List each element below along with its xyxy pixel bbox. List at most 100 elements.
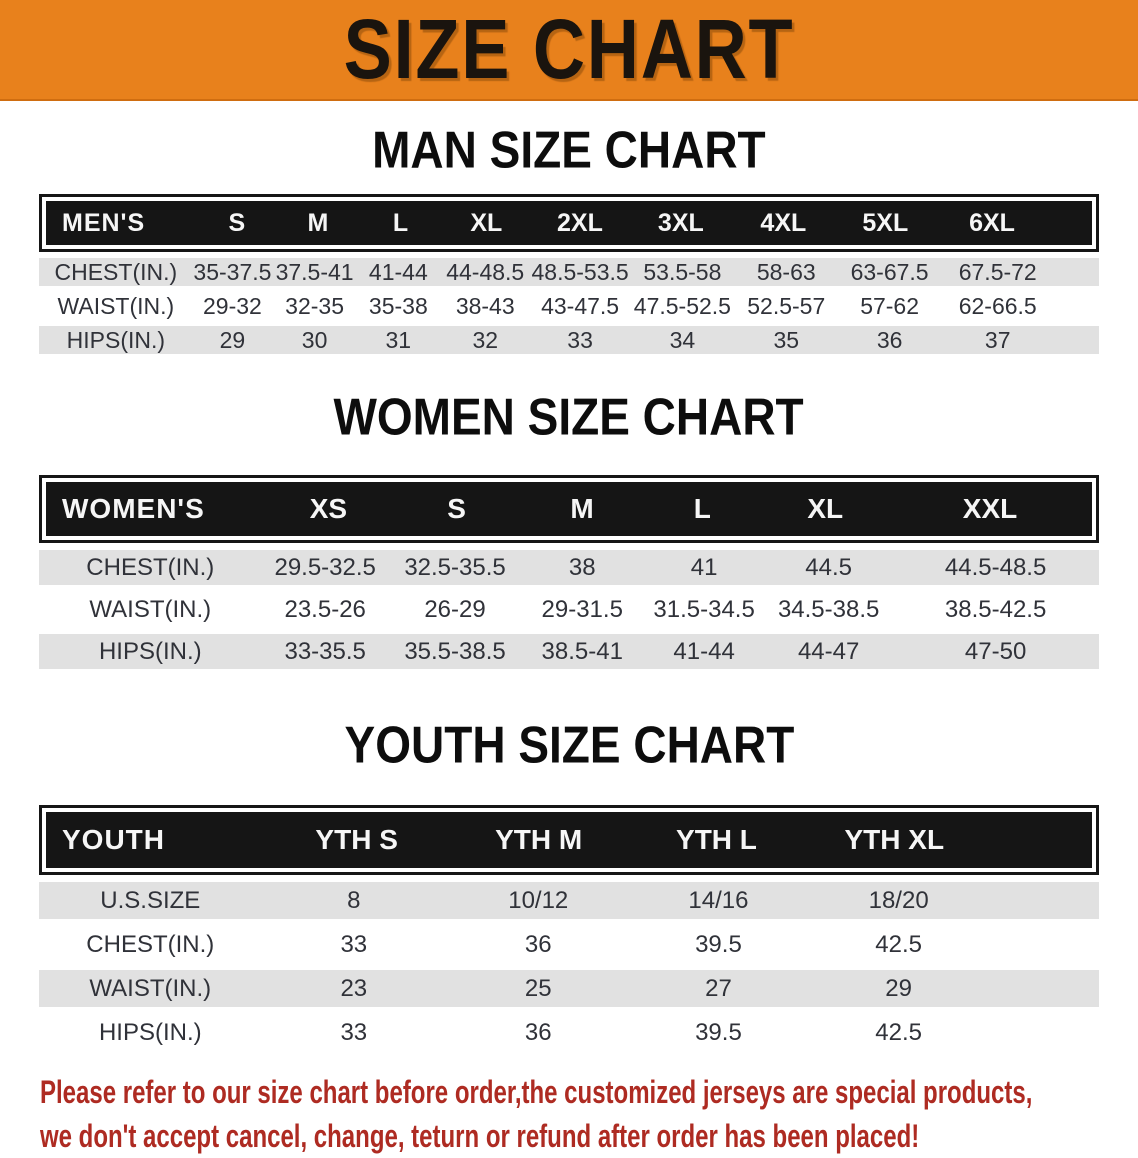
value-cell: 29-31.5	[521, 592, 644, 627]
value-cell: 31.5-34.5	[643, 592, 766, 627]
value-cell: 35.5-38.5	[388, 634, 522, 669]
spacer-cell	[990, 882, 1099, 919]
footnote: Please refer to our size chart before or…	[40, 1070, 1138, 1158]
value-cell: 67.5-72	[942, 258, 1054, 286]
value-cell: 36	[446, 926, 631, 963]
value-cell: 48.5-53.5	[530, 258, 630, 286]
men-header-row: MEN'S S M L XL 2XL 3XL 4XL 5XL 6XL	[46, 201, 1092, 245]
table-row: CHEST(IN.) 29.5-32.5 32.5-35.5 38 41 44.…	[39, 550, 1099, 585]
value-cell: 26-29	[388, 592, 522, 627]
value-cell: 38.5-41	[521, 634, 644, 669]
value-cell: 42.5	[806, 926, 991, 963]
value-cell: 8	[261, 882, 447, 919]
footnote-line-1: Please refer to our size chart before or…	[40, 1074, 1033, 1110]
value-cell: 62-66.5	[942, 292, 1054, 320]
spacer-cell	[1047, 201, 1092, 245]
table-row: CHEST(IN.) 35-37.5 37.5-41 41-44 44-48.5…	[39, 258, 1099, 286]
value-cell: 25	[446, 970, 631, 1007]
youth-col-header: YTH S	[315, 824, 398, 855]
value-cell: 33	[530, 326, 630, 354]
men-header-label: MEN'S	[62, 208, 146, 237]
value-cell: 34.5-38.5	[765, 592, 893, 627]
men-col-header: 5XL	[862, 208, 909, 237]
row-label: CHEST(IN.)	[39, 926, 262, 963]
men-col-header: XL	[470, 208, 503, 237]
banner-title: SIZE CHART	[343, 2, 795, 96]
value-cell: 36	[446, 1014, 631, 1051]
value-cell: 47.5-52.5	[629, 292, 736, 320]
women-col-header: XXL	[962, 493, 1018, 524]
women-table-header-frame: WOMEN'S XS S M L XL XXL	[39, 475, 1099, 543]
value-cell: 29	[192, 326, 273, 354]
women-col-header: XS	[309, 493, 348, 524]
men-section-heading: MAN SIZE CHART	[39, 120, 1099, 188]
value-cell: 10/12	[446, 882, 631, 919]
value-cell: 44.5	[765, 550, 893, 585]
women-col-header: L	[693, 493, 711, 524]
women-heading-text: WOMEN SIZE CHART	[333, 387, 805, 447]
table-row: HIPS(IN.) 29 30 31 32 33 34 35 36 37	[39, 326, 1099, 354]
youth-heading-text: YOUTH SIZE CHART	[344, 715, 794, 775]
value-cell: 32	[439, 326, 531, 354]
women-size-table: WOMEN'S XS S M L XL XXL CHEST(IN.) 2	[39, 475, 1099, 676]
value-cell: 39.5	[630, 1014, 807, 1051]
men-col-header: 6XL	[969, 208, 1015, 237]
value-cell: 35	[735, 326, 838, 354]
footnote-line-2: we don't accept cancel, change, teturn o…	[40, 1118, 920, 1154]
row-label: CHEST(IN.)	[39, 550, 262, 585]
youth-header-label: YOUTH	[62, 824, 165, 855]
men-col-header: 4XL	[760, 208, 807, 237]
value-cell: 58-63	[735, 258, 838, 286]
spacer-cell	[990, 926, 1099, 963]
spacer-cell	[1053, 292, 1099, 320]
value-cell: 41	[643, 550, 766, 585]
row-label: HIPS(IN.)	[39, 326, 193, 354]
spacer-cell	[990, 970, 1099, 1007]
men-heading-text: MAN SIZE CHART	[372, 120, 766, 180]
men-col-header: S	[228, 208, 246, 237]
value-cell: 52.5-57	[735, 292, 838, 320]
value-cell: 34	[629, 326, 736, 354]
value-cell: 43-47.5	[530, 292, 630, 320]
value-cell: 57-62	[837, 292, 943, 320]
value-cell: 18/20	[806, 882, 991, 919]
value-cell: 32.5-35.5	[388, 550, 522, 585]
women-col-header: XL	[807, 493, 844, 524]
value-cell: 37	[942, 326, 1054, 354]
table-row: U.S.SIZE 8 10/12 14/16 18/20	[39, 882, 1099, 919]
value-cell: 29.5-32.5	[261, 550, 389, 585]
value-cell: 23	[261, 970, 447, 1007]
value-cell: 30	[272, 326, 357, 354]
youth-col-header: YTH XL	[844, 824, 945, 855]
men-size-table: MEN'S S M L XL 2XL 3XL 4XL 5XL 6XL	[39, 194, 1099, 360]
men-col-header: 3XL	[657, 208, 704, 237]
youth-section-heading: YOUTH SIZE CHART	[39, 715, 1099, 783]
women-col-header: S	[447, 493, 466, 524]
youth-col-header: YTH L	[676, 824, 757, 855]
value-cell: 47-50	[892, 634, 1099, 669]
men-col-header: M	[307, 208, 329, 237]
value-cell: 14/16	[630, 882, 807, 919]
row-label: WAIST(IN.)	[39, 970, 262, 1007]
value-cell: 39.5	[630, 926, 807, 963]
table-row: CHEST(IN.) 33 36 39.5 42.5	[39, 926, 1099, 963]
value-cell: 35-37.5	[192, 258, 273, 286]
row-label: HIPS(IN.)	[39, 634, 262, 669]
table-row: HIPS(IN.) 33 36 39.5 42.5	[39, 1014, 1099, 1051]
row-label: CHEST(IN.)	[39, 258, 193, 286]
value-cell: 36	[837, 326, 943, 354]
row-label: WAIST(IN.)	[39, 292, 193, 320]
value-cell: 38.5-42.5	[892, 592, 1099, 627]
row-label: WAIST(IN.)	[39, 592, 262, 627]
value-cell: 29	[806, 970, 991, 1007]
value-cell: 23.5-26	[261, 592, 389, 627]
value-cell: 38-43	[439, 292, 531, 320]
banner: SIZE CHART	[0, 0, 1138, 101]
row-label: HIPS(IN.)	[39, 1014, 262, 1051]
value-cell: 29-32	[192, 292, 273, 320]
men-col-header: L	[392, 208, 409, 237]
youth-table-header-frame: YOUTH YTH S YTH M YTH L YTH XL	[39, 805, 1099, 875]
women-header-label: WOMEN'S	[62, 493, 205, 524]
value-cell: 44-48.5	[439, 258, 531, 286]
